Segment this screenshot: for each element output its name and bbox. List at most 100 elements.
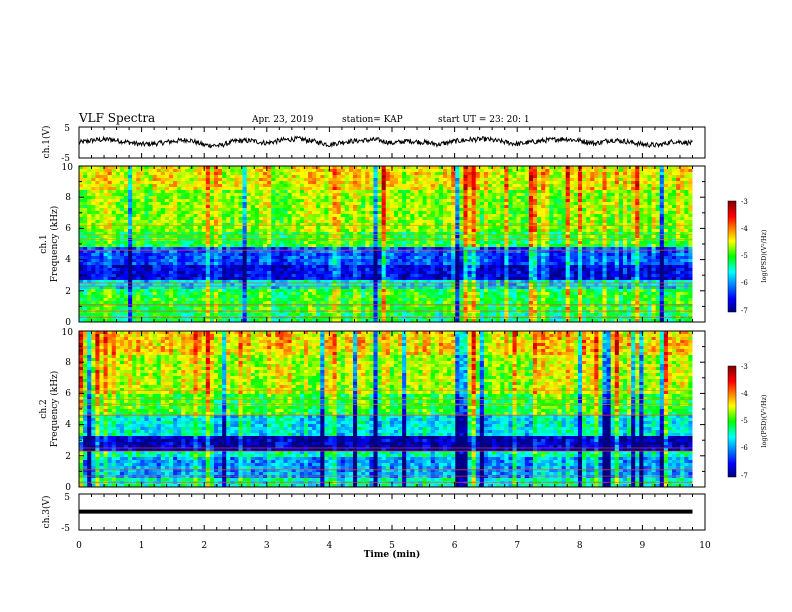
ch1-spectrogram-cell — [91, 175, 96, 179]
ch1-spectrogram-cell — [389, 208, 395, 212]
ch1-spectrogram-cell — [79, 232, 84, 236]
ch1-spectrogram-cell — [91, 172, 96, 176]
ch1-spectrogram-cell — [516, 187, 522, 191]
ch1-spectrogram-cell — [438, 181, 444, 185]
ch1-spectrogram-cell — [398, 235, 403, 239]
ch1-spectrogram-cell — [496, 259, 501, 263]
ch1-spectrogram-cell — [357, 247, 362, 251]
ch1-spectrogram-cell — [303, 229, 309, 233]
ch1-spectrogram-cell — [209, 175, 215, 179]
ch1-spectrogram-cell — [582, 253, 587, 257]
ch1-spectrogram-cell — [107, 250, 113, 254]
ch1-spectrogram-cell — [639, 169, 644, 173]
ch1-spectrogram-cell — [189, 250, 194, 254]
ch1-spectrogram-cell — [320, 232, 325, 236]
ch1-spectrogram-cell — [594, 193, 599, 197]
ch1-spectrogram-cell — [295, 166, 301, 170]
ch1-spectrogram-cell — [79, 208, 84, 212]
ch1-spectrogram-cell — [504, 172, 509, 176]
ch1-spectrogram-cell — [565, 235, 571, 239]
ch1-spectrogram-cell — [115, 220, 121, 224]
ch1-spectrogram-cell — [83, 211, 88, 215]
ch1-spectrogram-cell — [373, 247, 378, 251]
ch1-spectrogram-cell — [275, 166, 280, 170]
start-time-label: start UT = 23: 20: 1 — [438, 115, 530, 125]
ch1-spectrogram-cell — [144, 259, 149, 263]
ch1-spectrogram-cell — [316, 178, 321, 182]
ch1-spectrogram-cell — [635, 250, 640, 254]
ch1-spectrogram-cell — [103, 178, 108, 182]
ch1-spectrogram-cell — [218, 169, 223, 173]
ch1-spectrogram-cell — [201, 244, 207, 248]
ch1-spectrogram-cell — [287, 190, 292, 194]
ch1-spectrogram-cell — [324, 232, 329, 236]
ch1-spectrogram-cell — [557, 175, 562, 179]
ch1-spectrogram-cell — [631, 256, 636, 260]
ch1-spectrogram-cell — [471, 181, 477, 185]
ch1-spectrogram-cell — [160, 196, 166, 200]
ch1-spectrogram-cell — [295, 250, 301, 254]
ch1-spectrogram-cell — [369, 217, 374, 221]
ch1-spectrogram-cell — [222, 262, 227, 266]
ch1-spectrogram-cell — [475, 211, 481, 215]
ch1-spectrogram-cell — [144, 223, 149, 227]
ch1-spectrogram-cell — [348, 205, 354, 209]
ch1-spectrogram-cell — [328, 229, 333, 233]
ch1-spectrogram-cell — [467, 181, 472, 185]
ch1-spectrogram-cell — [99, 184, 104, 188]
ch1-spectrogram-cell — [193, 166, 198, 170]
ch1-spectrogram-cell — [487, 244, 493, 248]
ch1-spectrogram-cell — [385, 166, 391, 170]
ch1-spectrogram-cell — [557, 247, 562, 251]
ch1-spectrogram-cell — [173, 247, 178, 251]
ch1-spectrogram-cell — [103, 253, 108, 257]
ch1-spectrogram-cell — [205, 172, 211, 176]
ch1-spectrogram-cell — [291, 229, 297, 233]
ch1-spectrogram-cell — [377, 193, 382, 197]
ch1-spectrogram-cell — [398, 193, 403, 197]
ch1-spectrogram-cell — [209, 232, 215, 236]
ch1-spectrogram-cell — [459, 187, 464, 191]
ch1-spectrogram-cell — [164, 175, 170, 179]
ch1-spectrogram-cell — [140, 229, 145, 233]
ch1-waveform-line — [78, 135, 693, 149]
ch1-spectrogram-cell — [344, 187, 350, 191]
ch1-spectrogram-cell — [336, 199, 342, 203]
ch1-spectrogram-cell — [614, 205, 620, 209]
ch1-spectrogram-cell — [144, 220, 149, 224]
ch1-spectrogram-cell — [361, 211, 366, 215]
ch1-spectrogram-cell — [173, 196, 178, 200]
ch1-spectrogram-cell — [618, 175, 624, 179]
ch1-spectrogram-cell — [577, 178, 583, 182]
ch1-spectrogram-cell — [557, 184, 562, 188]
ch1-spectrogram-cell — [332, 184, 337, 188]
ch1-spectrogram-cell — [406, 232, 411, 236]
ch1-spectrogram-cell — [168, 187, 174, 191]
ch1-spectrogram-cell — [586, 250, 591, 254]
ch1-spectrogram-cell — [377, 208, 382, 212]
ch1-spectrogram-cell — [271, 184, 276, 188]
ch1-spectrogram-cell — [119, 220, 125, 224]
ch1-spectrogram-cell — [103, 223, 108, 227]
ch1-spectrogram-cell — [361, 169, 366, 173]
ch1-spectrogram-cell — [659, 226, 665, 230]
ch1-spectrogram-cell — [168, 190, 174, 194]
ch1-spectrogram-cell — [87, 205, 92, 209]
ch1-spectrogram-cell — [164, 217, 170, 221]
ch1-spectrogram-cell — [463, 193, 468, 197]
ch1-spectrogram-cell — [181, 217, 186, 221]
ch1-spectrogram-cell — [361, 259, 366, 263]
ch1-spectrogram-cell — [234, 226, 239, 230]
ch1-spectrogram-cell — [598, 202, 603, 206]
ch1-spectrogram-cell — [590, 250, 595, 254]
ch1-spectrogram-cell — [279, 208, 284, 212]
ch1-spectrogram-cell — [283, 202, 288, 206]
ch1-spectrogram-cell — [164, 259, 170, 263]
ch1-spectrogram-cell — [140, 178, 145, 182]
ch1-spectrogram-cell — [680, 259, 685, 263]
ch1-spectrogram-cell — [496, 229, 501, 233]
ch1-spectrogram-cell — [312, 199, 317, 203]
ch1-spectrogram-cell — [136, 196, 141, 200]
ch1-spectrogram-cell — [537, 241, 542, 245]
ch1-spectrogram-cell — [324, 166, 329, 170]
